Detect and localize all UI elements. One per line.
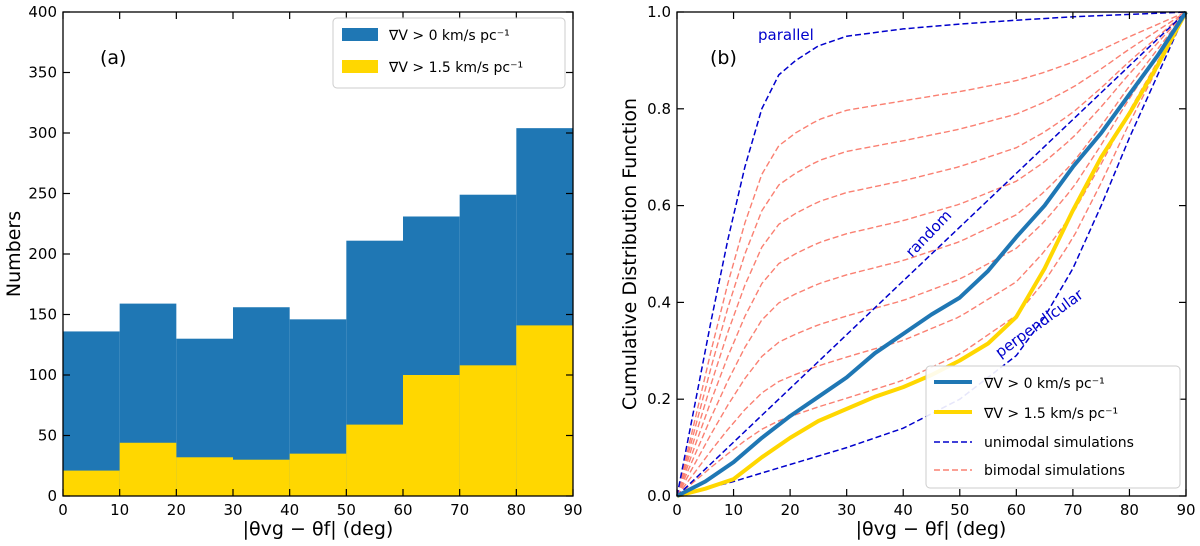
x-tick-label: 20 [167, 501, 186, 519]
legend-label-unimodal: unimodal simulations [984, 435, 1134, 451]
legend-label-observed-blue: ∇V > 0 km/s pc⁻¹ [983, 376, 1105, 392]
y-tick-label: 350 [28, 64, 57, 82]
x-tick-label: 80 [1120, 501, 1139, 519]
x-axis-label-b: |θvg − θf| (deg) [856, 518, 1007, 540]
x-axis-label-a: |θvg − θf| (deg) [243, 518, 394, 540]
y-tick-label: 250 [28, 185, 57, 203]
bimodal-curve [676, 11, 1187, 497]
annotation-parallel: parallel [758, 26, 814, 44]
x-tick-label: 60 [1007, 501, 1026, 519]
y-axis-label-b: Cumulative Distribution Function [619, 98, 641, 410]
panel-a: 0 10 20 30 40 50 60 70 80 90 0 50 100 150 200 250 300 350… [3, 3, 583, 540]
x-tick-label: 10 [110, 501, 129, 519]
x-tick-label: 40 [280, 501, 299, 519]
bar-yellow [233, 459, 290, 496]
y-tick-label: 0.8 [647, 100, 671, 118]
x-tick-label: 80 [507, 501, 526, 519]
x-tick-label: 30 [223, 501, 242, 519]
bimodal-curve [676, 11, 1187, 497]
bar-yellow [403, 375, 460, 496]
bar-yellow [176, 457, 233, 496]
legend-label-yellow: ∇V > 1.5 km/s pc⁻¹ [388, 60, 523, 76]
y-tick-label: 50 [38, 427, 57, 445]
legend-swatch-yellow [342, 60, 378, 73]
bars-series-yellow [63, 325, 573, 496]
y-tick-label: 0.2 [647, 390, 671, 408]
ticks-a: 0 10 20 30 40 50 60 70 80 90 0 50 100 150 200 250 300 350… [28, 3, 582, 519]
bar-blue [63, 331, 120, 496]
x-tick-label: 10 [724, 501, 743, 519]
unimodal-curve-random [676, 11, 1187, 497]
legend-label-bimodal: bimodal simulations [984, 463, 1125, 479]
axes-frame-b [676, 11, 1187, 497]
x-tick-label: 50 [337, 501, 356, 519]
x-tick-label: 70 [450, 501, 469, 519]
bimodal-curve [676, 11, 1187, 497]
legend-b: ∇V > 0 km/s pc⁻¹ ∇V > 1.5 km/s pc⁻¹ unim… [925, 365, 1181, 489]
legend-swatch-blue [342, 28, 378, 41]
legend-frame-b [925, 365, 1181, 489]
bar-yellow [119, 442, 177, 496]
bar-yellow [459, 365, 517, 496]
x-tick-label: 90 [1176, 501, 1195, 519]
cdf-curve-blue [676, 10, 1188, 498]
panel-label-b: (b) [710, 47, 737, 69]
y-tick-label: 400 [28, 3, 57, 21]
bar-yellow [346, 424, 403, 496]
bar-yellow [63, 470, 120, 496]
x-tick-label: 0 [58, 501, 68, 519]
unimodal-simulation-curves [676, 11, 1187, 497]
panel-b: 0 10 20 30 40 50 60 70 80 90 0.0 0.2 0.4 0.6 0.8 1.0 (b… [619, 3, 1196, 540]
y-tick-label: 0.6 [647, 197, 671, 215]
y-tick-label: 100 [28, 366, 57, 384]
y-tick-label: 200 [28, 245, 57, 263]
legend-frame-a [332, 17, 566, 89]
unimodal-curve-perpendicular [676, 11, 1187, 497]
legend-a: ∇V > 0 km/s pc⁻¹ ∇V > 1.5 km/s pc⁻¹ [332, 17, 566, 89]
y-tick-label: 150 [28, 306, 57, 324]
x-tick-label: 70 [1063, 501, 1082, 519]
bimodal-curve [676, 11, 1187, 497]
y-tick-label: 0 [47, 487, 57, 505]
y-tick-label: 300 [28, 124, 57, 142]
legend-label-observed-yellow: ∇V > 1.5 km/s pc⁻¹ [983, 406, 1118, 422]
y-tick-label: 1.0 [647, 3, 671, 21]
x-tick-label: 20 [781, 501, 800, 519]
bimodal-curve [676, 11, 1187, 497]
y-tick-label: 0.4 [647, 293, 671, 311]
panel-label-a: (a) [100, 47, 126, 69]
bimodal-curve [676, 11, 1187, 497]
annotation-perpendicular: perpendicular [992, 285, 1088, 361]
y-tick-label: 0.0 [647, 487, 671, 505]
bar-yellow [516, 325, 573, 496]
legend-label-blue: ∇V > 0 km/s pc⁻¹ [388, 28, 510, 44]
x-tick-label: 90 [563, 501, 582, 519]
y-axis-label-a: Numbers [3, 211, 25, 297]
x-tick-label: 50 [950, 501, 969, 519]
bar-yellow [289, 453, 347, 496]
x-tick-label: 40 [894, 501, 913, 519]
x-tick-label: 60 [393, 501, 412, 519]
unimodal-curve-parallel [676, 11, 1187, 497]
bimodal-curve [676, 11, 1187, 497]
x-tick-label: 0 [672, 501, 682, 519]
x-tick-label: 30 [837, 501, 856, 519]
